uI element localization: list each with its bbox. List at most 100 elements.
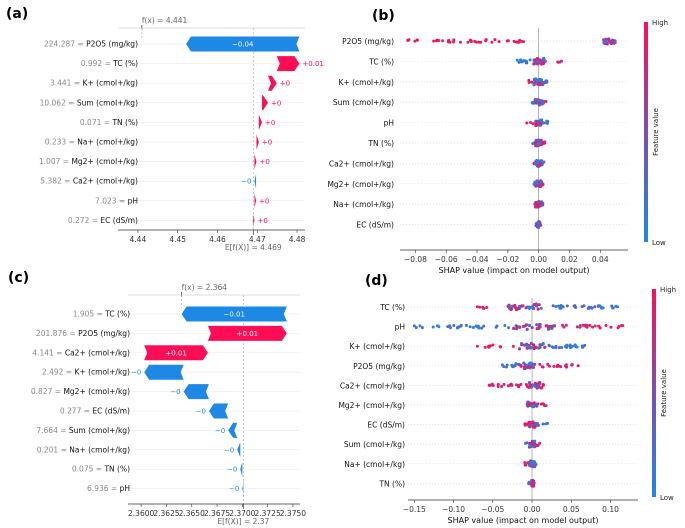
x-tick-label: −0.05 <box>481 505 504 514</box>
shap-point <box>538 343 542 347</box>
bar-value-label: −0 <box>131 369 141 377</box>
shap-point <box>538 204 542 208</box>
feature-name: Na+ (cmol+/kg) <box>77 138 138 147</box>
bar-value-label: +0 <box>262 139 272 147</box>
feature-label: 0.071 = TN (%) <box>80 118 138 127</box>
shap-point <box>536 221 540 225</box>
shap-point <box>591 325 595 329</box>
shap-point <box>537 159 541 163</box>
shap-point <box>530 80 534 84</box>
shap-point <box>488 344 492 348</box>
shap-point <box>517 40 521 44</box>
shap-point <box>532 346 536 351</box>
shap-point <box>560 346 564 350</box>
shap-point <box>537 346 541 350</box>
feature-label: 7.664 = Sum (cmol+/kg) <box>36 426 130 435</box>
shap-point <box>536 82 540 86</box>
bar-value-label: −0 <box>227 466 237 474</box>
shap-point <box>575 345 579 349</box>
shap-point <box>536 164 540 168</box>
equals-sign: = <box>58 445 69 454</box>
shap-point <box>533 384 537 388</box>
shap-point <box>531 306 536 311</box>
feature-label: 0.272 = EC (dS/m) <box>68 216 138 225</box>
shap-point <box>446 40 450 44</box>
feature-value: 7.664 <box>36 426 58 435</box>
shap-point <box>533 381 537 385</box>
waterfall-bar <box>254 193 257 209</box>
shap-point <box>449 326 453 330</box>
shap-point <box>534 101 538 105</box>
bar-value-label: −0 <box>170 388 180 396</box>
shap-point <box>527 306 532 310</box>
shap-point <box>502 382 506 386</box>
equals-sign: = <box>66 98 77 107</box>
feature-name: P2O5 (mg/kg) <box>78 329 130 338</box>
feature-name: TN (%) <box>103 465 130 474</box>
feature-name: K+ (cmol+/kg) <box>83 79 139 88</box>
shap-point <box>535 323 539 327</box>
shap-point <box>500 384 504 388</box>
shap-point <box>511 344 515 348</box>
bar-value-label: +0.01 <box>237 330 258 338</box>
shap-point <box>568 343 572 347</box>
shap-point <box>535 203 540 207</box>
shap-point <box>539 118 544 122</box>
feature-name: EC (dS/m) <box>92 407 130 416</box>
feature-name: Mg2+ (cmol+/kg) <box>63 387 130 396</box>
shap-point <box>551 345 555 349</box>
feature-label: 10.062 = Sum (cmol+/kg) <box>40 98 138 107</box>
shap-point <box>459 324 463 328</box>
colorbar-high-label: High <box>660 286 676 294</box>
bar-value-label: +0 <box>259 158 269 166</box>
shap-point <box>608 39 612 43</box>
shap-point <box>530 460 535 464</box>
shap-point <box>526 344 530 348</box>
feature-name: P2O5 (mg/kg) <box>86 40 138 49</box>
feature-label: Ca2+ (cmol+/kg) <box>329 159 394 168</box>
equals-sign: = <box>58 426 69 435</box>
equals-sign: = <box>94 310 105 319</box>
equals-sign: = <box>66 138 77 147</box>
shap-point <box>526 364 530 369</box>
shap-point <box>536 423 540 427</box>
shap-point <box>529 346 533 350</box>
shap-point <box>564 363 568 367</box>
shap-point <box>531 100 535 104</box>
shap-point <box>500 363 504 367</box>
feature-label: 224.287 = P2O5 (mg/kg) <box>44 40 138 49</box>
shap-point <box>564 323 568 327</box>
bar-value-label: +0.01 <box>302 60 323 68</box>
shap-point <box>532 62 536 66</box>
shap-point <box>415 38 419 42</box>
shap-point <box>604 40 608 44</box>
shap-point <box>452 324 456 328</box>
shap-point <box>531 343 536 347</box>
waterfall-bar <box>252 212 255 228</box>
x-tick-label: 2.3700 <box>229 509 255 518</box>
x-tick-label: 2.3750 <box>280 509 306 518</box>
feature-name: pH <box>128 196 138 205</box>
shap-point <box>610 304 614 308</box>
shap-point <box>565 304 569 308</box>
shap-point <box>521 324 526 329</box>
shap-point <box>533 421 538 426</box>
feature-label: Mg2+ (cmol+/kg) <box>327 180 394 189</box>
feature-value: 1.905 <box>73 310 95 319</box>
shap-point <box>538 362 542 366</box>
feature-label: Sum (cmol+/kg) <box>344 440 405 449</box>
feature-label: 0.201 = Na+ (cmol+/kg) <box>37 445 130 454</box>
shap-point <box>530 483 534 487</box>
equals-sign: = <box>62 177 73 186</box>
shap-point <box>543 345 547 349</box>
shap-point <box>557 346 561 350</box>
x-tick-label: −0.10 <box>442 505 465 514</box>
feature-label: TN (%) <box>367 139 394 148</box>
waterfall-bar <box>144 364 184 380</box>
shap-point <box>537 303 541 307</box>
shap-point <box>540 99 544 103</box>
shap-point <box>573 304 577 308</box>
shap-point <box>452 38 456 42</box>
shap-point <box>581 323 585 327</box>
shap-point <box>524 61 528 65</box>
